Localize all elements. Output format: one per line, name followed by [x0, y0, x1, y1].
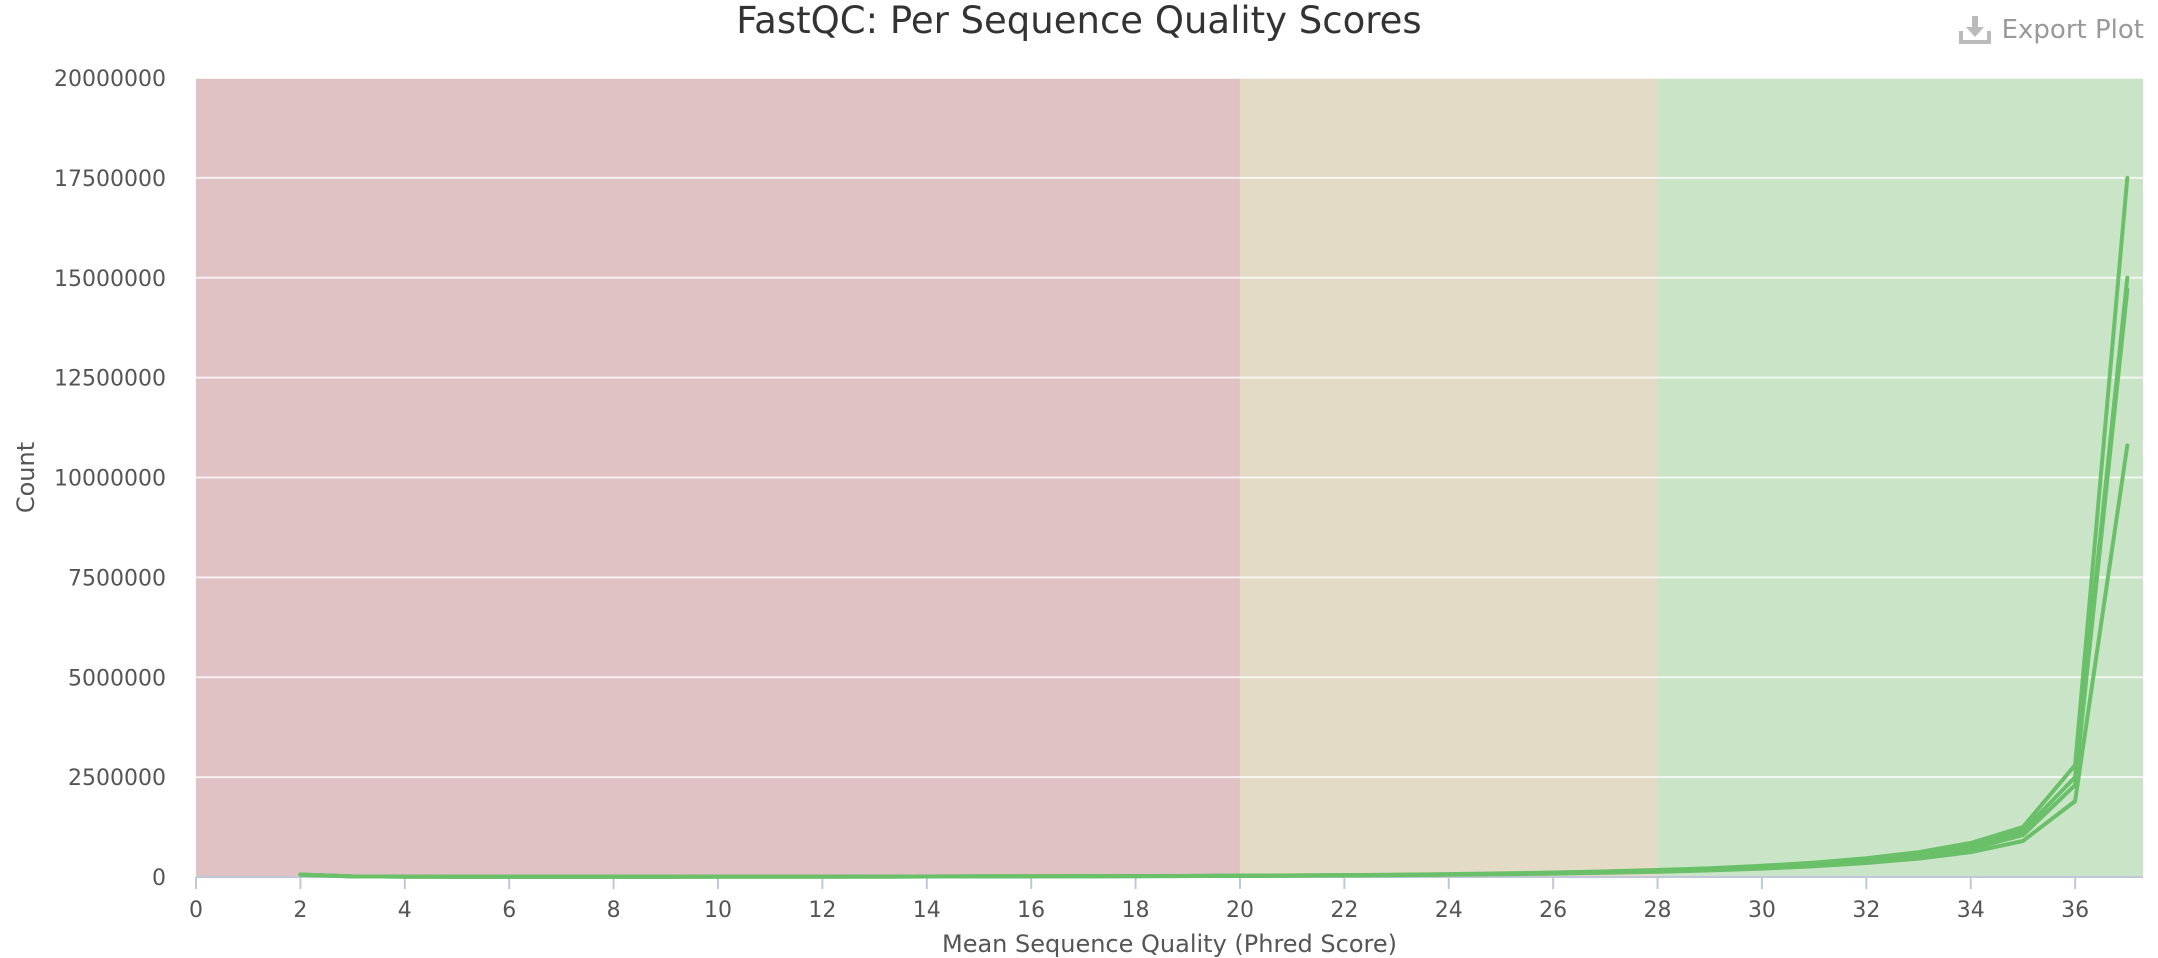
y-tick-label: 10000000	[54, 467, 166, 492]
x-tick-label: 30	[1748, 898, 1776, 923]
x-tick-label: 0	[189, 898, 203, 923]
x-tick-label: 24	[1435, 898, 1463, 923]
y-tick-label: 5000000	[68, 666, 166, 691]
y-tick-label: 15000000	[54, 267, 166, 292]
x-tick-label: 2	[293, 898, 307, 923]
series-lines	[298, 175, 2130, 879]
x-tick-label: 32	[1852, 898, 1880, 923]
x-tick-label: 22	[1330, 898, 1358, 923]
export-plot-label: Export Plot	[2001, 15, 2144, 45]
x-tick-label: 14	[913, 898, 941, 923]
download-icon	[1958, 16, 1991, 44]
x-tick-label: 10	[704, 898, 732, 923]
y-tick-label: 7500000	[68, 566, 166, 591]
x-tick-label: 36	[2061, 898, 2089, 923]
x-tick-label: 12	[808, 898, 836, 923]
y-axis: 0 2500000 5000000 7500000 10000000 12500000 15…	[54, 67, 166, 891]
export-plot-button[interactable]: Export Plot	[1958, 10, 2144, 50]
x-tick-label: 28	[1644, 898, 1672, 923]
x-tick-label: 18	[1122, 898, 1150, 923]
y-tick-label: 17500000	[54, 167, 166, 192]
x-tick-label: 26	[1539, 898, 1567, 923]
x-tick-label: 34	[1957, 898, 1985, 923]
chart-title: FastQC: Per Sequence Quality Scores	[736, 0, 1422, 42]
y-tick-label: 0	[152, 866, 166, 891]
x-tick-label: 4	[398, 898, 412, 923]
y-tick-label: 20000000	[54, 67, 166, 92]
x-axis: 0 2 4 6 8 10 12 14 16 18 20 22 24 26 28 30 32 34 36	[189, 876, 2143, 923]
x-tick-label: 8	[607, 898, 621, 923]
x-axis-title: Mean Sequence Quality (Phred Score)	[942, 930, 1397, 958]
x-tick-label: 6	[502, 898, 516, 923]
x-tick-label: 16	[1017, 898, 1045, 923]
series-line-4[interactable]	[298, 175, 2130, 879]
y-tick-label: 12500000	[54, 367, 166, 392]
y-tick-label: 2500000	[68, 766, 166, 791]
y-axis-title: Count	[12, 442, 40, 513]
x-tick-label: 20	[1226, 898, 1254, 923]
